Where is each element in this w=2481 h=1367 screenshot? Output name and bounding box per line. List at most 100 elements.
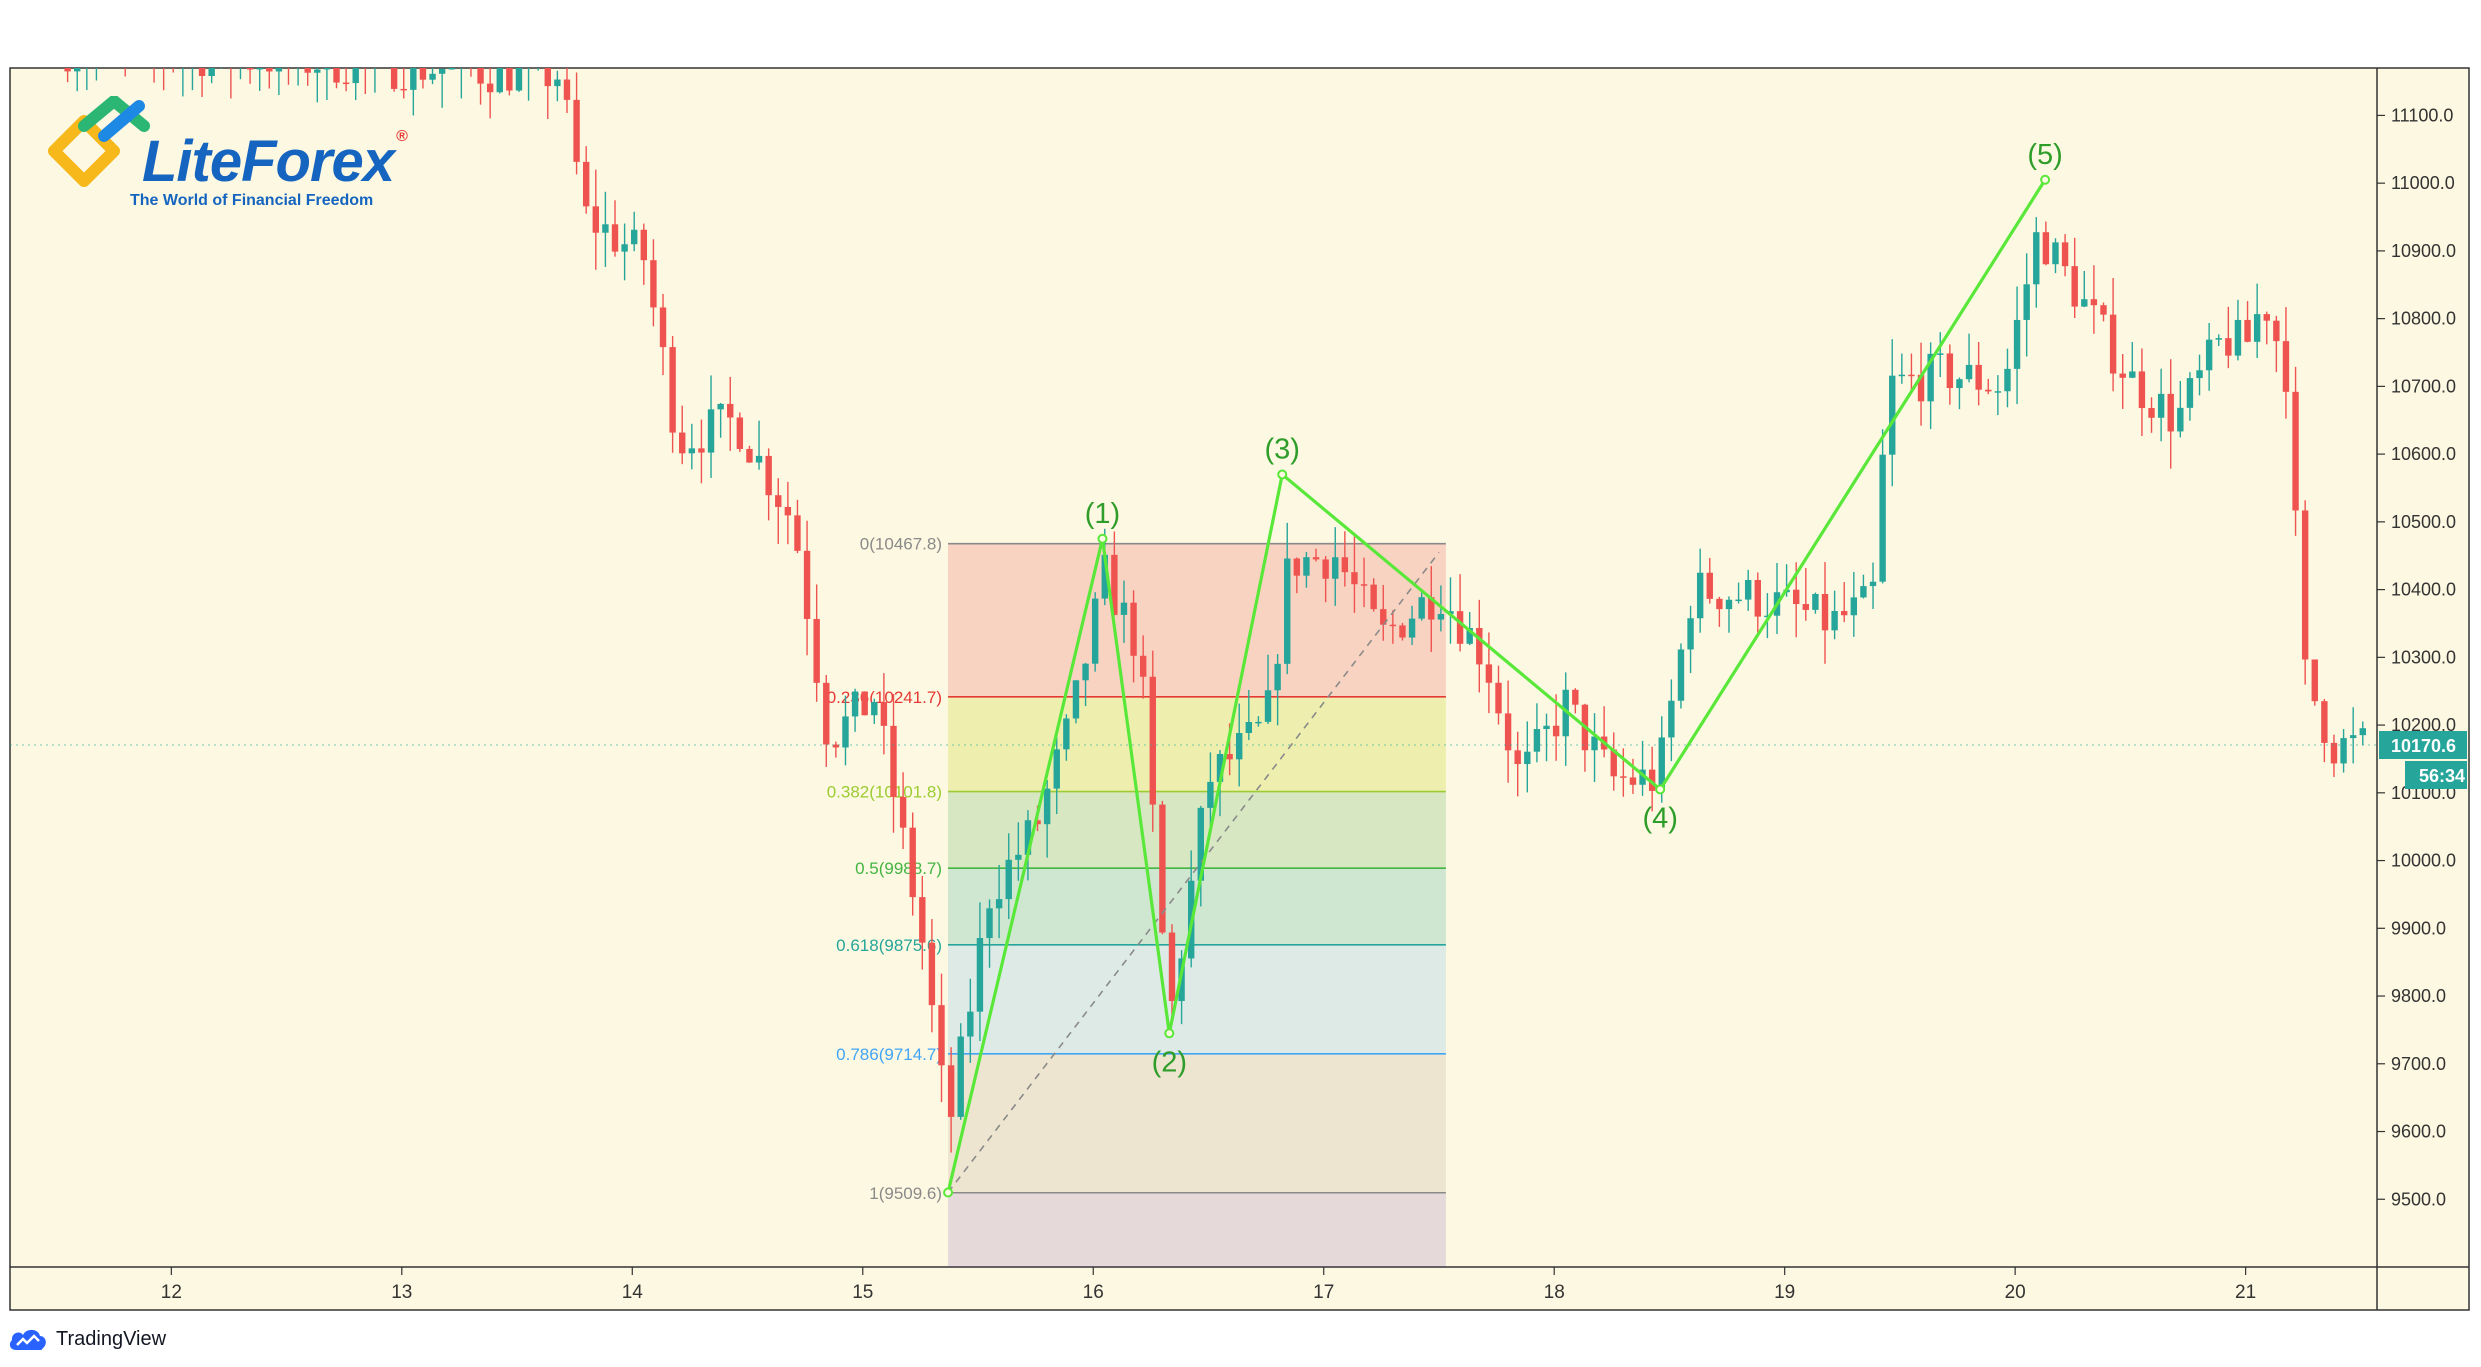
candle-body bbox=[1965, 364, 1973, 380]
y-tick-label-10400: 10400.0 bbox=[2391, 580, 2456, 600]
candle-body bbox=[2321, 701, 2328, 743]
tradingview-badge[interactable]: TradingView bbox=[8, 1322, 166, 1356]
candle-body bbox=[1504, 713, 1512, 751]
y-tick-label-10300: 10300.0 bbox=[2391, 647, 2456, 667]
y-tick-label-11100: 11100.0 bbox=[2391, 105, 2453, 125]
candle-body bbox=[1908, 374, 1915, 377]
candle-body bbox=[659, 307, 667, 348]
candle-body bbox=[1063, 718, 1070, 750]
y-tick-label-10000: 10000.0 bbox=[2391, 851, 2456, 871]
candle-body bbox=[1946, 353, 1954, 389]
candle-body bbox=[1802, 604, 1810, 610]
wave-point bbox=[2040, 174, 2051, 185]
fib-level-label-1: 1(9509.6) bbox=[869, 1184, 942, 1203]
candle-body bbox=[2253, 314, 2261, 342]
candle-body bbox=[679, 432, 686, 454]
candle-body bbox=[1197, 807, 1204, 881]
candle-body bbox=[2177, 407, 2184, 432]
candle-body bbox=[592, 206, 599, 233]
candle-body bbox=[1293, 558, 1301, 576]
candle-body bbox=[246, 68, 254, 70]
countdown-badge bbox=[2405, 760, 2467, 789]
candle-body bbox=[2042, 232, 2050, 265]
candle-body bbox=[1735, 599, 1742, 602]
candle-body bbox=[631, 229, 638, 245]
candle-body bbox=[1552, 725, 1560, 737]
candle-body bbox=[208, 68, 215, 77]
candle-body bbox=[746, 448, 753, 463]
candle-body bbox=[582, 161, 590, 207]
candle-body bbox=[1476, 627, 1483, 665]
fib-zone-0.236 bbox=[948, 696, 1446, 792]
candle-body bbox=[1015, 854, 1022, 860]
y-tick-label-9500: 9500.0 bbox=[2391, 1189, 2446, 1209]
candle-body bbox=[390, 68, 398, 89]
candle-body bbox=[198, 68, 206, 77]
logo-brand-text: LiteForex ® bbox=[142, 128, 408, 194]
y-tick-label-10700: 10700.0 bbox=[2391, 376, 2456, 396]
candle-body bbox=[1341, 557, 1349, 573]
candle-body bbox=[899, 796, 907, 828]
y-tick-label-9700: 9700.0 bbox=[2391, 1054, 2446, 1074]
candle-body bbox=[1889, 375, 1896, 455]
logo-tagline: The World of Financial Freedom bbox=[130, 192, 374, 209]
candle-body bbox=[707, 409, 715, 453]
fib-zone-0.382 bbox=[948, 791, 1446, 869]
trend-dashed-line bbox=[947, 551, 1440, 1193]
candle-body bbox=[2282, 341, 2290, 392]
y-tick-label-10800: 10800.0 bbox=[2391, 309, 2456, 329]
wave-label-1: (1) bbox=[1085, 498, 1120, 530]
candle-body bbox=[1648, 769, 1656, 791]
candle-body bbox=[890, 725, 897, 797]
candle-body bbox=[2263, 314, 2270, 321]
candle-body bbox=[1370, 584, 1377, 610]
y-tick-label-10600: 10600.0 bbox=[2391, 444, 2456, 464]
candle-body bbox=[1716, 598, 1723, 610]
candle-body bbox=[314, 69, 321, 73]
candle-body bbox=[2234, 319, 2242, 356]
x-tick-label-15: 15 bbox=[852, 1282, 873, 1303]
y-tick-label-9900: 9900.0 bbox=[2391, 918, 2446, 938]
candle-body bbox=[2109, 314, 2117, 374]
candle-body bbox=[1812, 593, 1819, 610]
candle-body bbox=[2186, 378, 2194, 408]
candle-body bbox=[871, 702, 878, 716]
candle-body bbox=[477, 68, 484, 84]
candle-body bbox=[323, 68, 331, 70]
candle-body bbox=[2244, 319, 2251, 342]
wave-label-5: (5) bbox=[2027, 139, 2062, 171]
candle-body bbox=[1312, 557, 1320, 560]
candle-body bbox=[256, 68, 263, 70]
candle-body bbox=[957, 1036, 964, 1117]
candle-body bbox=[429, 73, 436, 80]
candle-body bbox=[2061, 242, 2069, 267]
candle-body bbox=[1898, 374, 1906, 377]
liteforex-logo-icon bbox=[48, 96, 150, 187]
candle-body bbox=[717, 403, 724, 410]
candle-body bbox=[554, 79, 561, 87]
fib-level-label-0.786: 0.786(9714.7) bbox=[836, 1045, 942, 1064]
candle-body bbox=[1168, 932, 1176, 1002]
candle-body bbox=[842, 716, 849, 748]
candle-body bbox=[880, 702, 888, 726]
candle-body bbox=[1043, 788, 1051, 825]
y-tick-label-10500: 10500.0 bbox=[2391, 512, 2456, 532]
candle-body bbox=[1821, 593, 1829, 631]
candle-body bbox=[2359, 728, 2366, 736]
candle-body bbox=[1869, 581, 1877, 587]
candle-body bbox=[563, 79, 571, 100]
candle-body bbox=[1725, 599, 1733, 610]
candle-body bbox=[602, 224, 609, 233]
candle-body bbox=[1332, 557, 1339, 579]
candle-body bbox=[2090, 299, 2098, 306]
candle-body bbox=[1495, 682, 1502, 714]
y-tick-label-10900: 10900.0 bbox=[2391, 241, 2456, 261]
candle-body bbox=[1408, 618, 1416, 638]
candle-body bbox=[2301, 510, 2309, 660]
candle-body bbox=[688, 448, 696, 454]
candle-body bbox=[640, 229, 648, 261]
candle-body bbox=[947, 1065, 955, 1117]
candle-body bbox=[2071, 266, 2078, 307]
candle-body bbox=[775, 495, 782, 507]
